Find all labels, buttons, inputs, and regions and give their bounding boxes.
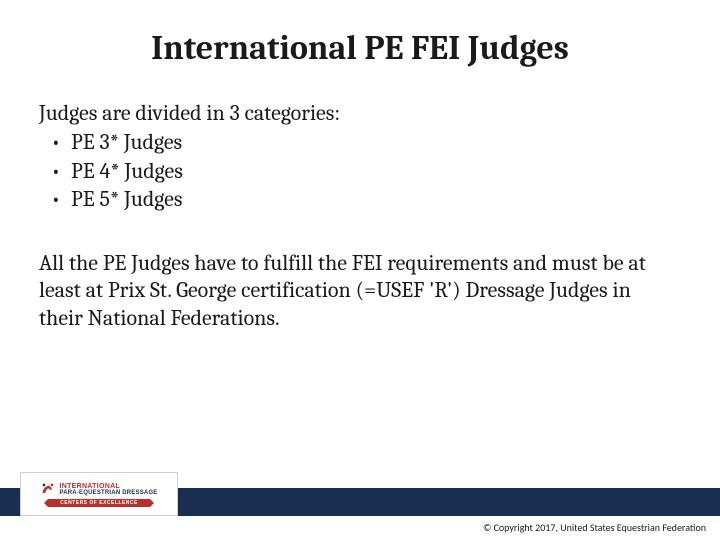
bullet-item: PE 3* Judges bbox=[45, 128, 675, 157]
footer: INTERNATIONAL PARA-EQUESTRIAN DRESSAGE C… bbox=[0, 486, 720, 540]
logo-text: INTERNATIONAL PARA-EQUESTRIAN DRESSAGE bbox=[59, 483, 157, 496]
slide: International PE FEI Judges Judges are d… bbox=[0, 0, 720, 540]
bullet-item: PE 4* Judges bbox=[45, 157, 675, 186]
horse-icon bbox=[40, 481, 56, 497]
logo-line2: PARA-EQUESTRIAN DRESSAGE bbox=[59, 490, 157, 496]
bullet-item: PE 5* Judges bbox=[45, 185, 675, 214]
slide-title: International PE FEI Judges bbox=[45, 28, 675, 68]
intro-text: Judges are divided in 3 categories: bbox=[39, 100, 675, 126]
logo-line1: INTERNATIONAL bbox=[59, 483, 157, 490]
logo-ribbon: CENTERS OF EXCELLENCE bbox=[48, 499, 150, 507]
bullet-list: PE 3* Judges PE 4* Judges PE 5* Judges bbox=[45, 128, 675, 214]
logo-block: INTERNATIONAL PARA-EQUESTRIAN DRESSAGE C… bbox=[20, 472, 178, 516]
copyright: © Copyright 2017, United States Equestri… bbox=[483, 521, 706, 534]
logo-top: INTERNATIONAL PARA-EQUESTRIAN DRESSAGE bbox=[40, 481, 157, 497]
body-paragraph: All the PE Judges have to fulfill the FE… bbox=[39, 250, 675, 333]
